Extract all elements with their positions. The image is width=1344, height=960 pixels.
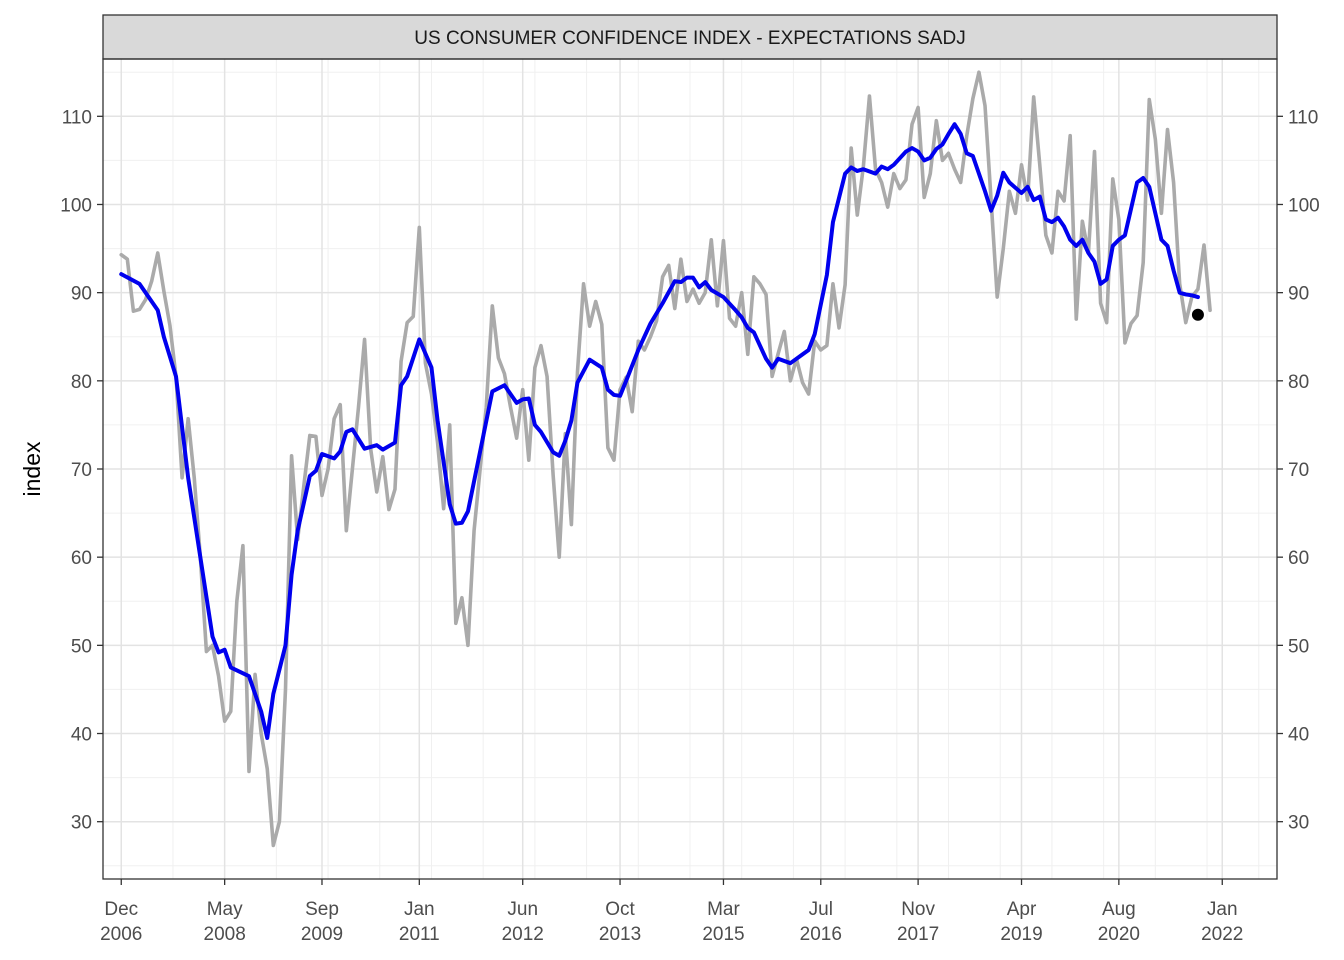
- x-tick-label-year: 2016: [800, 924, 842, 945]
- x-tick-label-month: Dec: [104, 899, 138, 920]
- y-axis-title: index: [19, 441, 45, 496]
- x-tick-label-month: Jan: [1207, 899, 1238, 920]
- x-tick-label-year: 2020: [1098, 924, 1140, 945]
- x-tick-label-year: 2019: [1000, 924, 1042, 945]
- x-tick-label-year: 2017: [897, 924, 939, 945]
- y-tick-label-left: 40: [71, 725, 92, 746]
- y-tick-label-right: 30: [1288, 813, 1309, 834]
- x-tick-label-month: Nov: [901, 899, 935, 920]
- y-tick-label-right: 110: [1288, 107, 1318, 128]
- x-tick-label-year: 2006: [100, 924, 142, 945]
- y-tick-label-left: 90: [71, 284, 92, 305]
- x-tick-label-year: 2022: [1201, 924, 1243, 945]
- x-tick-label-year: 2011: [399, 924, 440, 945]
- y-tick-label-right: 50: [1288, 636, 1309, 657]
- x-tick-label-month: Aug: [1102, 899, 1136, 920]
- x-tick-label-month: Jun: [507, 899, 538, 920]
- x-axis: Dec 2006 May 2008 Sep 2009 Jan 2011 Jun 2012 Oct 20…: [100, 879, 1243, 945]
- major-gridlines: [103, 59, 1277, 879]
- y-tick-label-right: 60: [1288, 548, 1309, 569]
- x-tick-label-month: Apr: [1007, 899, 1037, 920]
- x-tick-label-year: 2013: [599, 924, 641, 945]
- x-tick-label-month: May: [207, 899, 243, 920]
- y-tick-label-right: 40: [1288, 725, 1309, 746]
- y-axis-right: 30 40 50 60 70 80 90 100 110: [1277, 107, 1320, 834]
- x-tick-label-month: Jan: [404, 899, 435, 920]
- x-tick-label-year: 2015: [702, 924, 744, 945]
- y-tick-label-left: 50: [71, 636, 92, 657]
- y-tick-label-right: 100: [1288, 195, 1320, 216]
- x-tick-label-month: Oct: [605, 899, 635, 920]
- y-tick-label-left: 110: [62, 107, 92, 128]
- latest-value-point: [1191, 308, 1204, 321]
- x-tick-label-month: Jul: [809, 899, 833, 920]
- y-tick-label-left: 100: [60, 195, 92, 216]
- x-tick-label-year: 2009: [301, 924, 343, 945]
- chart-title: US CONSUMER CONFIDENCE INDEX - EXPECTATI…: [414, 28, 965, 49]
- x-tick-label-year: 2008: [204, 924, 246, 945]
- series-line-raw: [119, 70, 1212, 848]
- y-tick-label-right: 70: [1288, 460, 1309, 481]
- series-layer: [119, 70, 1212, 848]
- y-tick-label-left: 60: [71, 548, 92, 569]
- x-tick-label-year: 2012: [502, 924, 544, 945]
- y-tick-label-right: 90: [1288, 284, 1309, 305]
- y-tick-label-left: 30: [71, 813, 92, 834]
- y-tick-label-left: 80: [71, 372, 92, 393]
- y-axis-left: 30 40 50 60 70 80 90 100 110: [60, 107, 103, 834]
- x-tick-label-month: Sep: [305, 899, 339, 920]
- x-tick-label-month: Mar: [707, 899, 740, 920]
- y-tick-label-right: 80: [1288, 372, 1309, 393]
- y-tick-label-left: 70: [71, 460, 92, 481]
- series-line-smoothed: [119, 122, 1200, 740]
